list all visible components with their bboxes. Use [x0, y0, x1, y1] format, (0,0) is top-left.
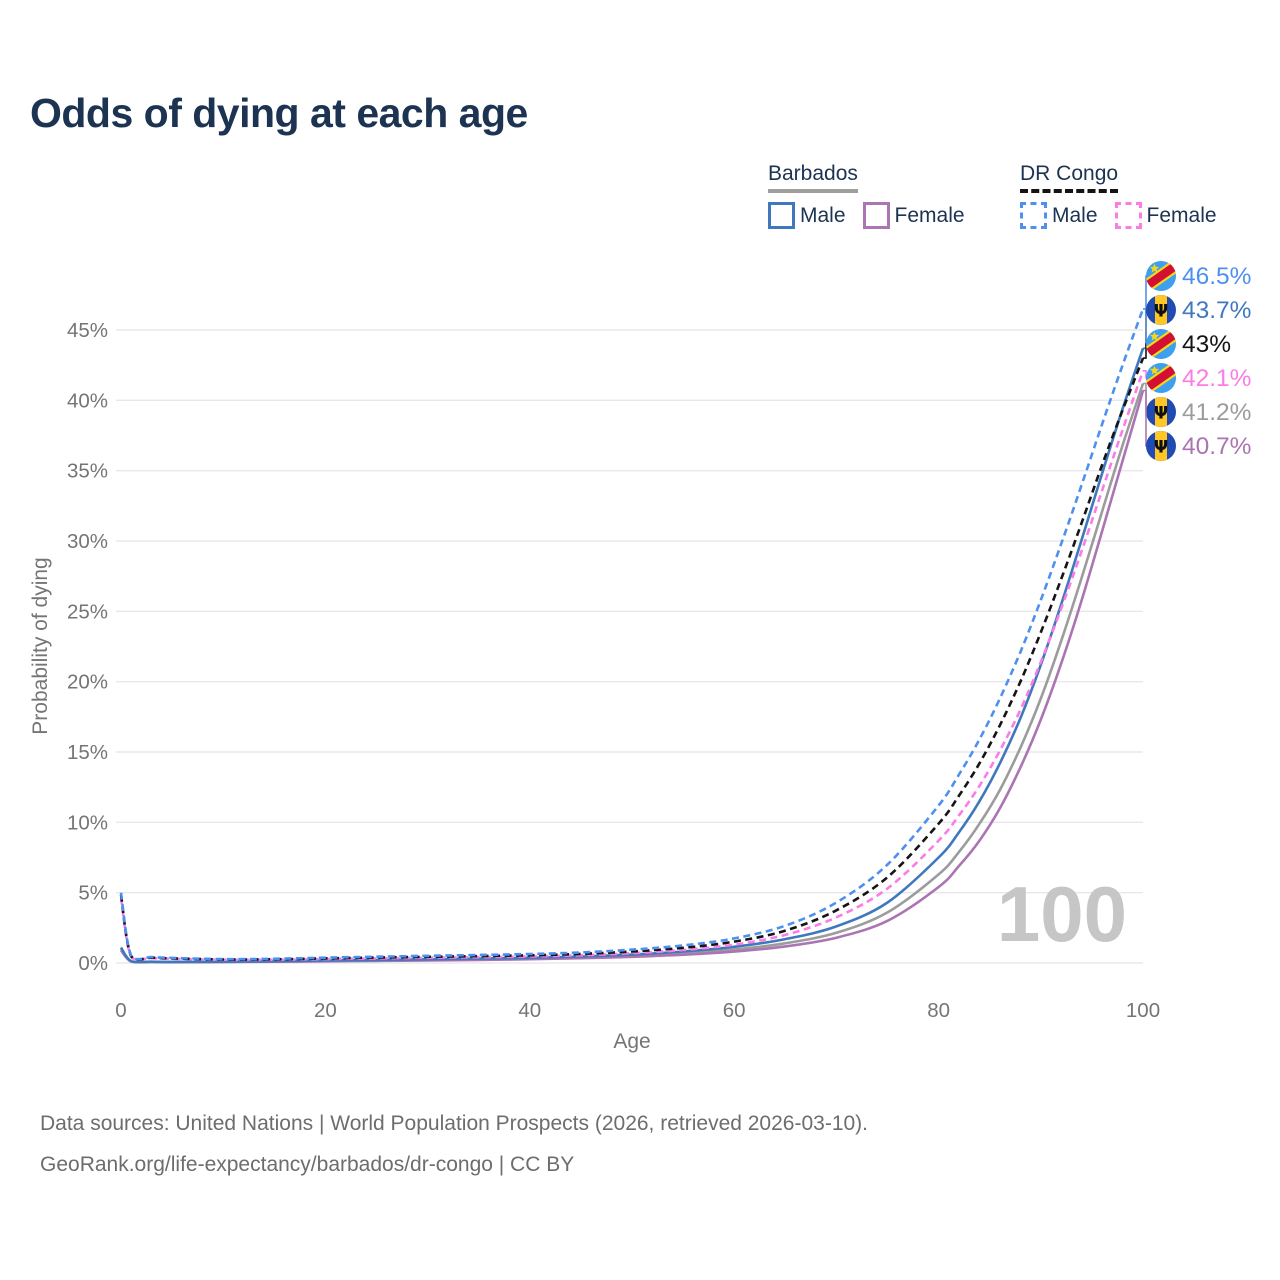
end-value-label-barbados-total: 41.2%	[1182, 399, 1251, 426]
y-tick-label: 15%	[67, 741, 108, 764]
page-title: Odds of dying at each age	[30, 90, 528, 136]
flag-icon-dr-congo	[1146, 329, 1176, 359]
end-value-label-dr-congo-male: 46.5%	[1182, 263, 1251, 290]
footer-attribution: GeoRank.org/life-expectancy/barbados/dr-…	[40, 1153, 575, 1176]
x-tick-label: 60	[723, 999, 746, 1022]
end-value-label-barbados-female: 40.7%	[1182, 433, 1251, 460]
y-axis-label: Probability of dying	[29, 557, 52, 734]
x-tick-label: 40	[518, 999, 541, 1022]
y-tick-label: 0%	[78, 952, 108, 975]
y-tick-label: 5%	[78, 882, 108, 905]
trident-glyph: Ψ	[1154, 404, 1168, 424]
hovered-age-watermark: 100	[997, 870, 1127, 958]
legend-swatch-barbados-male	[768, 202, 795, 229]
legend-item-dr-congo-female[interactable]: Female	[1114, 202, 1217, 229]
legend-item-barbados-female[interactable]: Female	[862, 202, 965, 229]
legend-item-label: Female	[894, 203, 965, 227]
trident-glyph: Ψ	[1154, 302, 1168, 322]
x-tick-label: 100	[1126, 999, 1160, 1022]
x-axis-label: Age	[613, 1030, 650, 1053]
flag-icon-barbados: Ψ	[1146, 397, 1176, 427]
x-tick-label: 20	[314, 999, 337, 1022]
legend-item-label: Female	[1146, 203, 1217, 227]
x-tick-label: 80	[927, 999, 950, 1022]
legend-swatch-dr-congo-female	[1114, 202, 1142, 229]
legend-group-dr-congo: DR Congo Male Female	[1020, 162, 1217, 229]
legend-country-barbados: Barbados	[768, 162, 858, 193]
end-value-label-dr-congo-female: 42.1%	[1182, 365, 1251, 392]
legend-item-label: Male	[1052, 203, 1098, 227]
series-line-barbados-male[interactable]	[119, 347, 1145, 964]
flag-icon-barbados: Ψ	[1146, 431, 1176, 461]
flag-icon-barbados: Ψ	[1146, 295, 1176, 325]
y-tick-label: 20%	[67, 671, 108, 694]
flag-icon-dr-congo	[1146, 261, 1176, 291]
legend-item-dr-congo-male[interactable]: Male	[1020, 202, 1098, 229]
y-tick-label: 40%	[67, 389, 108, 412]
trident-glyph: Ψ	[1154, 438, 1168, 458]
legend-country-label: Barbados	[768, 162, 858, 185]
legend-country-label: DR Congo	[1020, 162, 1119, 185]
footer: Data sources: United Nations | World Pop…	[40, 1103, 868, 1185]
flag-icon-dr-congo	[1146, 363, 1176, 393]
legend-item-barbados-male[interactable]: Male	[768, 202, 846, 229]
y-tick-label: 45%	[67, 319, 108, 342]
series-line-dr-congo-total[interactable]	[119, 357, 1145, 961]
legend-country-dr-congo: DR Congo	[1020, 162, 1119, 193]
x-tick-label: 0	[115, 999, 126, 1022]
end-value-label-dr-congo-total: 43%	[1182, 331, 1231, 358]
legend-group-barbados: Barbados Male Female	[768, 162, 965, 229]
series-line-barbados-female[interactable]	[119, 390, 1145, 964]
legend-swatch-barbados-female	[862, 202, 890, 229]
footer-data-sources: Data sources: United Nations | World Pop…	[40, 1112, 869, 1135]
series-line-dr-congo-male[interactable]	[119, 308, 1145, 961]
y-tick-label: 25%	[67, 600, 108, 623]
y-tick-label: 35%	[67, 460, 108, 483]
end-value-label-barbados-male: 43.7%	[1182, 297, 1251, 324]
legend-swatch-dr-congo-male	[1020, 202, 1047, 229]
series-line-dr-congo-female[interactable]	[119, 370, 1145, 962]
legend-item-label: Male	[800, 203, 846, 227]
y-tick-label: 10%	[67, 811, 108, 834]
y-tick-label: 30%	[67, 530, 108, 553]
